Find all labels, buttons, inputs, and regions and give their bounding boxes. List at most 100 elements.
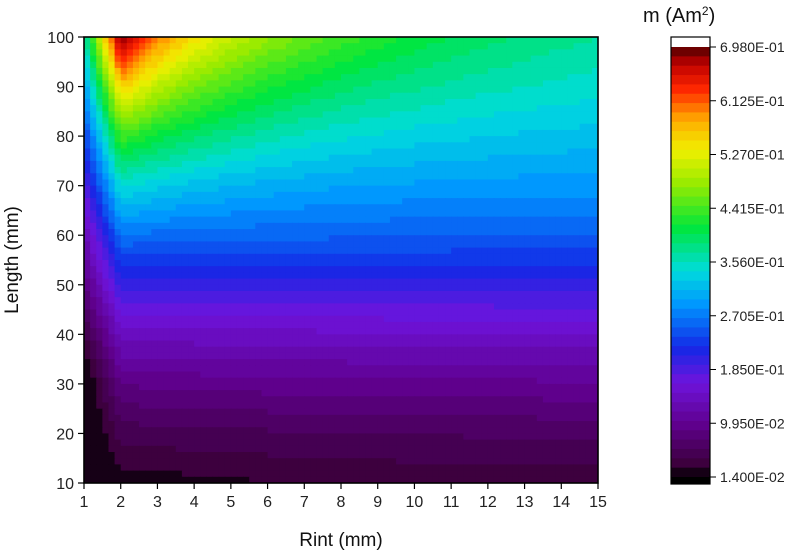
- contour-cell: [414, 173, 422, 181]
- contour-cell: [334, 284, 342, 292]
- contour-cell: [84, 198, 91, 205]
- contour-cell: [555, 43, 562, 50]
- contour-cell: [175, 111, 183, 119]
- contour-cell: [181, 303, 189, 311]
- contour-cell: [218, 328, 226, 335]
- contour-cell: [132, 111, 140, 119]
- contour-cell: [542, 371, 550, 379]
- contour-cell: [230, 402, 238, 410]
- contour-cell: [341, 315, 348, 323]
- contour-cell: [84, 377, 91, 385]
- contour-cell: [536, 136, 544, 143]
- contour-cell: [310, 167, 318, 174]
- contour-cell: [475, 253, 483, 261]
- contour-cell: [487, 272, 495, 280]
- contour-cell: [96, 321, 103, 329]
- contour-cell: [322, 105, 330, 112]
- contour-cell: [243, 297, 250, 304]
- contour-cell: [481, 61, 489, 69]
- contour-cell: [298, 321, 305, 329]
- contour-cell: [579, 260, 587, 267]
- contour-cell: [218, 278, 226, 286]
- contour-cell: [475, 74, 483, 81]
- contour-cell: [512, 80, 520, 88]
- contour-cell: [114, 80, 122, 88]
- contour-cell: [84, 86, 91, 94]
- contour-cell: [175, 321, 183, 329]
- contour-cell: [353, 315, 360, 323]
- contour-cell: [96, 179, 103, 187]
- contour-cell: [261, 328, 269, 335]
- contour-cell: [451, 359, 458, 366]
- contour-cell: [273, 303, 281, 311]
- contour-cell: [151, 80, 159, 88]
- contour-cell: [334, 154, 342, 162]
- contour-cell: [347, 191, 354, 199]
- contour-cell: [518, 340, 526, 348]
- contour-cell: [151, 173, 159, 181]
- contour-cell: [591, 123, 598, 131]
- contour-cell: [102, 297, 110, 304]
- contour-cell: [206, 290, 214, 298]
- contour-cell: [493, 179, 501, 187]
- contour-cell: [555, 198, 562, 205]
- contour-cell: [383, 204, 391, 212]
- contour-cell: [414, 290, 422, 298]
- contour-cell: [114, 198, 122, 205]
- contour-cell: [181, 92, 189, 100]
- contour-cell: [347, 334, 354, 342]
- contour-cell: [151, 111, 159, 119]
- contour-cell: [273, 253, 281, 261]
- contour-cell: [273, 61, 281, 69]
- contour-cell: [255, 266, 263, 273]
- contour-cell: [493, 303, 501, 311]
- contour-cell: [310, 86, 318, 94]
- contour-cell: [169, 383, 177, 391]
- contour-cell: [475, 142, 483, 150]
- contour-cell: [383, 61, 391, 69]
- contour-cell: [255, 222, 263, 230]
- contour-cell: [579, 229, 587, 236]
- contour-cell: [420, 253, 428, 261]
- contour-cell: [463, 167, 471, 174]
- contour-cell: [236, 321, 244, 329]
- contour-cell: [475, 49, 483, 57]
- contour-cell: [377, 297, 385, 304]
- contour-cell: [157, 117, 165, 125]
- contour-cell: [542, 377, 550, 385]
- contour-cell: [561, 253, 569, 261]
- contour-cell: [353, 92, 360, 100]
- contour-cell: [90, 117, 97, 125]
- contour-cell: [255, 80, 263, 88]
- contour-cell: [493, 396, 501, 404]
- contour-cell: [206, 111, 214, 119]
- contour-cell: [96, 105, 103, 112]
- contour-cell: [169, 142, 177, 150]
- contour-cell: [438, 334, 446, 342]
- contour-cell: [408, 222, 416, 230]
- contour-cell: [463, 185, 471, 193]
- contour-cell: [487, 235, 495, 243]
- contour-cell: [261, 55, 269, 63]
- contour-cell: [536, 216, 544, 224]
- contour-cell: [555, 266, 562, 273]
- contour-cell: [396, 37, 403, 44]
- contour-cell: [175, 210, 183, 218]
- contour-cell: [102, 371, 110, 379]
- contour-cell: [212, 309, 220, 317]
- contour-cell: [463, 61, 471, 69]
- contour-cell: [218, 61, 226, 69]
- contour-cell: [402, 346, 409, 354]
- contour-cell: [181, 61, 189, 69]
- contour-cell: [279, 117, 287, 125]
- contour-cell: [518, 266, 526, 273]
- contour-cell: [414, 222, 422, 230]
- contour-cell: [500, 92, 507, 100]
- contour-cell: [493, 377, 501, 385]
- contour-cell: [579, 210, 587, 218]
- contour-cell: [84, 179, 91, 187]
- contour-cell: [249, 67, 256, 75]
- contour-cell: [561, 383, 569, 391]
- contour-cell: [181, 253, 189, 261]
- contour-cell: [188, 297, 195, 304]
